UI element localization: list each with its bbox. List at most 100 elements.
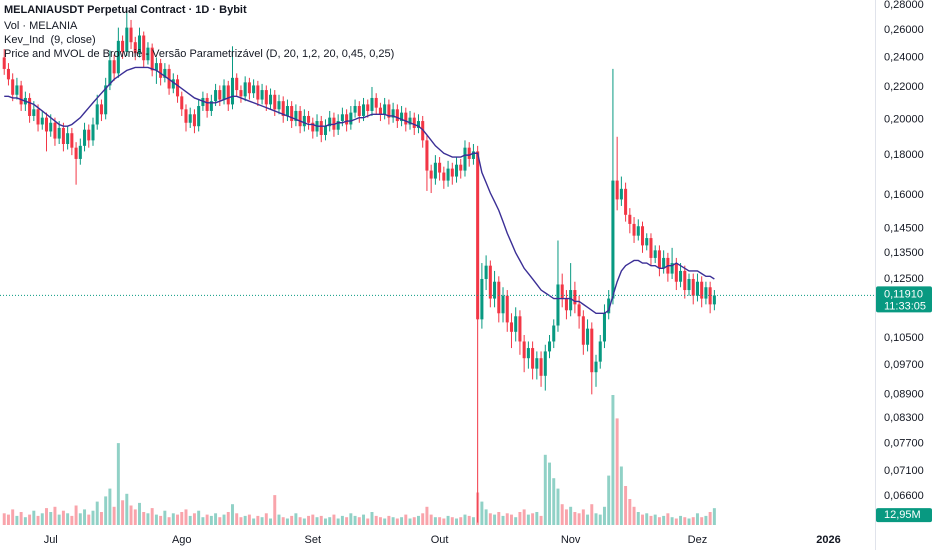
volume-bar bbox=[315, 517, 319, 525]
volume-bar bbox=[374, 515, 378, 525]
volume-bar bbox=[231, 504, 234, 525]
candle-body bbox=[598, 341, 602, 362]
candle-body bbox=[615, 180, 619, 200]
candle-body bbox=[171, 79, 175, 89]
y-tick-label: 0,14500 bbox=[884, 222, 924, 234]
volume-bar bbox=[425, 506, 429, 525]
candle-body bbox=[336, 121, 340, 130]
countdown-label: 11:33:05 bbox=[884, 300, 926, 312]
volume-bar bbox=[138, 502, 141, 525]
volume-bar bbox=[548, 462, 551, 525]
volume-bar bbox=[277, 514, 281, 525]
candle-body bbox=[83, 129, 87, 146]
candle-body bbox=[378, 107, 382, 115]
x-tick-label: Set bbox=[305, 534, 322, 546]
volume-bar bbox=[150, 508, 154, 525]
candle-body bbox=[531, 348, 535, 369]
candle-body bbox=[518, 316, 522, 342]
volume-bar bbox=[429, 514, 433, 525]
candle-body bbox=[556, 284, 560, 326]
candle-body bbox=[374, 97, 378, 108]
volume-bar bbox=[531, 513, 535, 525]
volume-bar bbox=[514, 517, 518, 525]
candle-body bbox=[552, 325, 556, 342]
candle-body bbox=[87, 129, 91, 141]
candle-body bbox=[163, 68, 167, 78]
candle-body bbox=[425, 140, 429, 171]
volume-bar bbox=[624, 486, 628, 525]
candle-body bbox=[247, 82, 251, 94]
candle-body bbox=[700, 281, 704, 299]
volume-bar bbox=[6, 514, 10, 525]
indicator-legend: Price and MVOL de Browniê - Versão Param… bbox=[4, 48, 394, 60]
candle-body bbox=[252, 85, 256, 94]
candle-body bbox=[362, 104, 366, 116]
candle-body bbox=[412, 117, 416, 128]
volume-bar bbox=[197, 510, 201, 525]
volume-bar bbox=[653, 514, 657, 525]
candle-body bbox=[704, 287, 708, 299]
candle-body bbox=[323, 126, 328, 135]
volume-bar bbox=[61, 510, 65, 525]
volume-bar bbox=[332, 514, 336, 525]
volume-bar bbox=[378, 517, 382, 525]
candle-body bbox=[590, 328, 594, 373]
volume-bar bbox=[543, 454, 547, 525]
candle-body bbox=[332, 117, 336, 130]
volume-bar bbox=[239, 517, 243, 525]
candle-body bbox=[586, 328, 590, 345]
volume-bar bbox=[192, 513, 196, 525]
candle-body bbox=[514, 316, 518, 332]
candle-body bbox=[501, 295, 505, 314]
candle-body bbox=[32, 109, 36, 116]
volume-bar bbox=[569, 506, 573, 525]
volume-bar bbox=[505, 513, 509, 525]
volume-bar bbox=[243, 515, 247, 525]
volume-bar bbox=[349, 513, 353, 525]
x-tick-label: Out bbox=[431, 534, 449, 546]
candle-body bbox=[66, 133, 70, 144]
candle-body bbox=[509, 322, 513, 332]
candle-body bbox=[526, 348, 530, 359]
candle-body bbox=[547, 341, 552, 352]
candle-body bbox=[49, 122, 53, 132]
volume-bar bbox=[442, 518, 446, 525]
y-tick-label: 0,20000 bbox=[884, 113, 924, 125]
candle-body bbox=[226, 85, 230, 105]
volume-bar bbox=[670, 517, 674, 525]
candle-body bbox=[6, 68, 10, 80]
volume-bar bbox=[712, 508, 716, 525]
candle-body bbox=[387, 104, 391, 118]
volume-bar bbox=[328, 517, 332, 525]
candle-body bbox=[619, 188, 623, 200]
volume-bar bbox=[226, 512, 230, 525]
volume-bar bbox=[125, 493, 129, 525]
volume-bar bbox=[400, 517, 404, 525]
volume-bar bbox=[446, 515, 450, 525]
candle-body bbox=[594, 361, 598, 373]
volume-bar bbox=[269, 518, 273, 525]
volume-bar bbox=[539, 515, 543, 525]
volume-bar bbox=[586, 514, 590, 525]
candle-body bbox=[569, 290, 573, 311]
candle-body bbox=[142, 35, 146, 61]
candle-body bbox=[44, 117, 49, 132]
volume-bar bbox=[23, 517, 27, 525]
volume-bar bbox=[273, 495, 277, 525]
candle-body bbox=[328, 117, 332, 127]
volume-bar bbox=[171, 513, 175, 525]
candle-body bbox=[28, 97, 32, 116]
volume-bar bbox=[683, 517, 687, 525]
volume-bar bbox=[581, 509, 585, 525]
candle-body bbox=[645, 238, 649, 246]
volume-bar bbox=[708, 512, 712, 525]
candle-body bbox=[662, 257, 666, 269]
volume-bar bbox=[602, 506, 606, 525]
candle-body bbox=[480, 278, 484, 320]
volume-bar bbox=[455, 518, 459, 525]
volume-bar bbox=[594, 513, 598, 525]
candle-body bbox=[484, 265, 488, 279]
volume-bar bbox=[484, 509, 488, 525]
volume-bar bbox=[467, 515, 471, 525]
volume-bar bbox=[662, 515, 666, 525]
